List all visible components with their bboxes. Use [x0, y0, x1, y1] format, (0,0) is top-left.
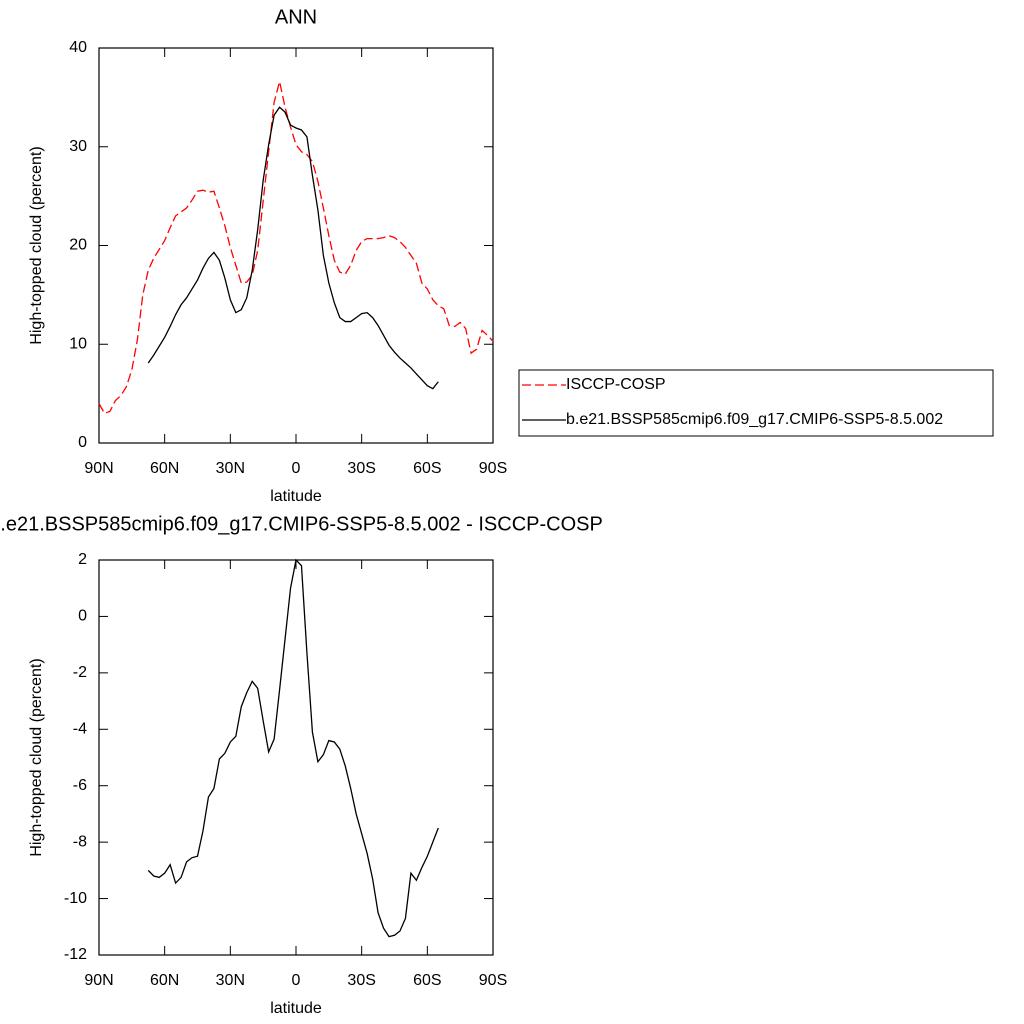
y-axis-label: High-topped cloud (percent) — [28, 146, 45, 344]
x-axis-label: latitude — [270, 1000, 322, 1017]
y-tick-label: 20 — [69, 237, 87, 254]
y-tick-label: -2 — [73, 664, 87, 681]
x-tick-label: 90S — [479, 460, 507, 477]
chart-title: ANN — [275, 6, 317, 28]
x-tick-label: 60S — [413, 972, 441, 989]
x-tick-label: 30S — [347, 460, 375, 477]
x-tick-label: 60S — [413, 460, 441, 477]
x-tick-label: 90N — [84, 972, 113, 989]
y-tick-label: 0 — [78, 608, 87, 625]
y-tick-label: -8 — [73, 833, 87, 850]
data-line — [147, 106, 439, 390]
legend-label: b.e21.BSSP585cmip6.f09_g17.CMIP6-SSP5-8.… — [566, 411, 943, 428]
x-tick-label: 90N — [84, 460, 113, 477]
legend-label: ISCCP-COSP — [566, 376, 666, 393]
y-tick-label: 30 — [69, 138, 87, 155]
y-tick-label: -12 — [64, 946, 87, 963]
plot-frame — [98, 559, 494, 956]
data-line — [98, 81, 494, 415]
x-tick-label: 0 — [292, 460, 301, 477]
x-tick-label: 60N — [150, 972, 179, 989]
y-tick-label: -10 — [64, 890, 87, 907]
x-tick-label: 30N — [216, 460, 245, 477]
legend-box — [518, 369, 994, 437]
data-line — [147, 558, 439, 938]
y-tick-label: 40 — [69, 39, 87, 56]
x-tick-label: 30S — [347, 972, 375, 989]
chart-title: b.e21.BSSP585cmip6.f09_g17.CMIP6-SSP5-8.… — [0, 513, 603, 535]
y-tick-label: -6 — [73, 777, 87, 794]
y-tick-label: -4 — [73, 721, 87, 738]
x-axis-label: latitude — [270, 488, 322, 505]
y-axis-label: High-topped cloud (percent) — [28, 658, 45, 856]
y-tick-label: 0 — [78, 434, 87, 451]
plot-frame — [98, 47, 494, 444]
x-tick-label: 30N — [216, 972, 245, 989]
x-tick-label: 0 — [292, 972, 301, 989]
x-tick-label: 60N — [150, 460, 179, 477]
y-tick-label: 10 — [69, 335, 87, 352]
x-tick-label: 90S — [479, 972, 507, 989]
y-tick-label: 2 — [78, 551, 87, 568]
